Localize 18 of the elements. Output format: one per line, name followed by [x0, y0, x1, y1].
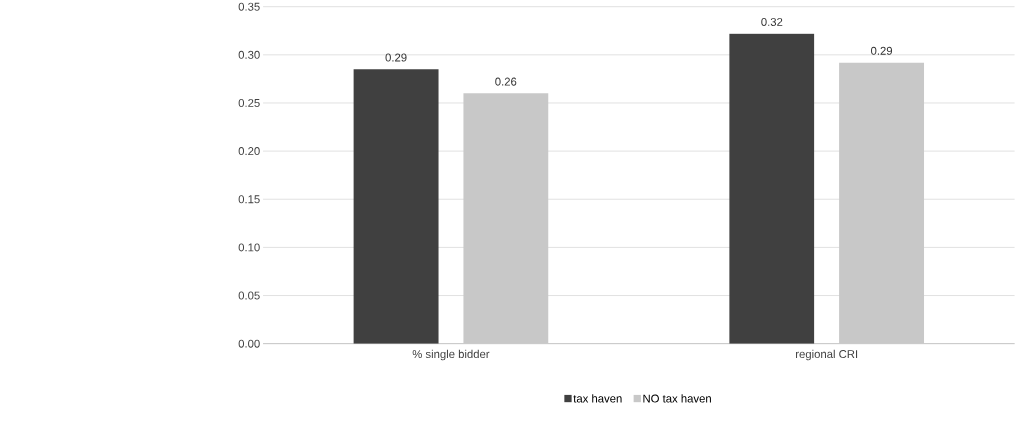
bar — [353, 69, 439, 344]
y-tick-label: 0.35 — [238, 2, 260, 11]
data-label: 0.29 — [385, 53, 407, 62]
data-label: 0.26 — [495, 77, 517, 86]
y-tick-label: 0.05 — [238, 291, 260, 300]
x-tick-label: regional CRI — [796, 349, 858, 361]
y-tick-label: 0.30 — [238, 50, 260, 59]
y-tick-label: 0.15 — [238, 195, 260, 204]
x-tick-label: % single bidder — [412, 349, 490, 361]
y-tick-label: 0.10 — [238, 243, 260, 252]
legend-label: NO tax haven — [643, 394, 711, 403]
data-label: 0.29 — [871, 46, 893, 55]
legend-label: tax haven — [573, 394, 622, 403]
data-label: 0.32 — [761, 17, 783, 26]
y-tick-label: 0.00 — [238, 339, 260, 348]
bar — [729, 33, 815, 344]
y-tick-label: 0.20 — [238, 146, 260, 155]
y-tick-label: 0.25 — [238, 98, 260, 107]
